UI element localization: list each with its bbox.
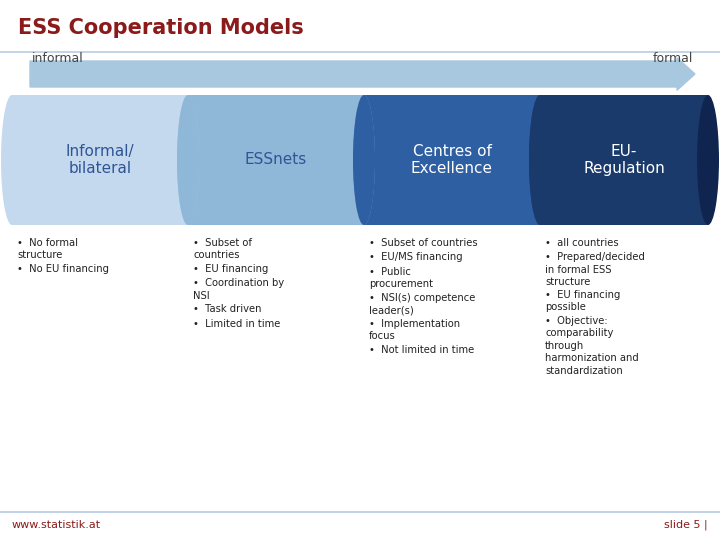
Bar <box>540 95 708 225</box>
Text: •  all countries: • all countries <box>545 238 618 248</box>
Text: slide 5 |: slide 5 | <box>665 519 708 530</box>
Bar <box>188 95 364 225</box>
Text: •  Objective:
comparability
through
harmonization and
standardization: • Objective: comparability through harmo… <box>545 316 639 376</box>
Text: •  Coordination by
NSI: • Coordination by NSI <box>193 279 284 301</box>
Text: EU-
Regulation: EU- Regulation <box>583 144 665 176</box>
Ellipse shape <box>177 95 199 225</box>
Ellipse shape <box>529 95 551 225</box>
Text: ESS Cooperation Models: ESS Cooperation Models <box>18 18 304 38</box>
Ellipse shape <box>697 95 719 225</box>
Text: •  EU financing: • EU financing <box>193 264 269 274</box>
Text: •  Implementation
focus: • Implementation focus <box>369 319 460 341</box>
Bar <box>364 95 540 225</box>
Text: Informal/
bilateral: Informal/ bilateral <box>66 144 135 176</box>
Text: •  Limited in time: • Limited in time <box>193 319 280 329</box>
Text: •  NSI(s) competence
leader(s): • NSI(s) competence leader(s) <box>369 293 475 315</box>
Ellipse shape <box>529 95 551 225</box>
Text: •  EU/MS financing: • EU/MS financing <box>369 253 463 262</box>
Ellipse shape <box>177 95 199 225</box>
Text: •  Subset of
countries: • Subset of countries <box>193 238 252 260</box>
Text: •  EU financing
possible: • EU financing possible <box>545 290 621 313</box>
Text: •  Task driven: • Task driven <box>193 305 261 314</box>
FancyArrow shape <box>30 58 695 90</box>
Text: Centres of
Excellence: Centres of Excellence <box>411 144 493 176</box>
Text: •  Public
procurement: • Public procurement <box>369 267 433 289</box>
Text: •  Not limited in time: • Not limited in time <box>369 345 474 355</box>
Ellipse shape <box>353 95 375 225</box>
Text: •  No EU financing: • No EU financing <box>17 264 109 274</box>
Text: •  Subset of countries: • Subset of countries <box>369 238 477 248</box>
Text: www.statistik.at: www.statistik.at <box>12 520 101 530</box>
Ellipse shape <box>1 95 23 225</box>
Text: ESSnets: ESSnets <box>245 152 307 167</box>
Text: formal: formal <box>652 52 693 65</box>
Ellipse shape <box>353 95 375 225</box>
Text: informal: informal <box>32 52 84 65</box>
Text: •  Prepared/decided
in formal ESS
structure: • Prepared/decided in formal ESS structu… <box>545 253 645 287</box>
Bar <box>12 95 188 225</box>
Text: •  No formal
structure: • No formal structure <box>17 238 78 260</box>
